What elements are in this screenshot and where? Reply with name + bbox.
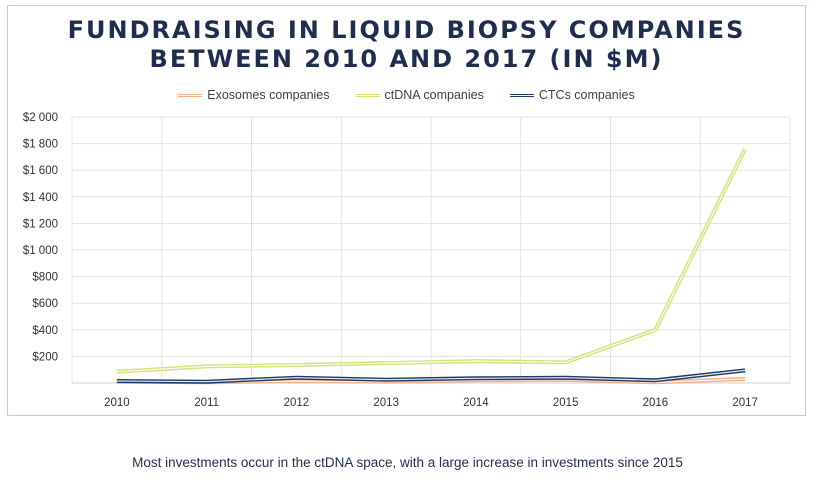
x-tick-label-2013: 2013: [373, 397, 399, 409]
legend-item-exosomes: Exosomes companies: [178, 88, 330, 102]
chart-frame: FUNDRAISING IN LIQUID BIOPSY COMPANIES B…: [7, 5, 806, 416]
y-tick-label-800: $800: [32, 272, 58, 284]
x-tick-label-2011: 2011: [194, 397, 219, 409]
series-line-core-ctcs: [116, 369, 746, 383]
x-tick-label-2017: 2017: [732, 397, 758, 409]
y-tick-label-1600: $1 600: [23, 165, 58, 177]
line-chart-plot: $200 $400 $600 $800 $1 000 $1 200 $1 400 $1 600…: [23, 112, 791, 409]
y-tick-label-400: $400: [32, 325, 58, 337]
chart-title-line-2: BETWEEN 2010 AND 2017 (IN $M): [149, 45, 664, 73]
y-tick-label-1400: $1 400: [23, 192, 58, 204]
x-tick-label-2014: 2014: [463, 397, 489, 409]
legend-swatch-ctcs: [509, 93, 534, 97]
y-tick-label-1200: $1 200: [23, 218, 58, 230]
x-tick-label-2010: 2010: [104, 397, 130, 409]
legend-swatch-exosomes: [178, 93, 203, 97]
y-tick-label-600: $600: [32, 298, 58, 310]
legend-label-ctdna: ctDNA companies: [384, 88, 484, 102]
y-tick-label-1000: $1 000: [23, 245, 58, 257]
x-tick-label-2016: 2016: [643, 397, 669, 409]
chart-title: FUNDRAISING IN LIQUID BIOPSY COMPANIES B…: [8, 16, 805, 74]
chart-legend: Exosomes companies ctDNA companies CTCs …: [8, 88, 805, 102]
x-tick-label-2012: 2012: [284, 397, 310, 409]
legend-item-ctdna: ctDNA companies: [355, 88, 484, 102]
legend-item-ctcs: CTCs companies: [509, 88, 635, 102]
legend-label-exosomes: Exosomes companies: [207, 88, 330, 102]
y-tick-label-200: $200: [32, 351, 58, 363]
chart-caption: Most investments occur in the ctDNA spac…: [132, 455, 683, 470]
y-tick-label-1800: $1 800: [23, 139, 58, 151]
chart-title-line-1: FUNDRAISING IN LIQUID BIOPSY COMPANIES: [67, 16, 746, 44]
y-tick-label-2000: $2 000: [23, 112, 58, 124]
legend-swatch-ctdna: [355, 93, 380, 97]
legend-label-ctcs: CTCs companies: [538, 88, 635, 102]
series-line-core-ctdna: [116, 148, 746, 373]
x-tick-label-2015: 2015: [553, 397, 579, 409]
